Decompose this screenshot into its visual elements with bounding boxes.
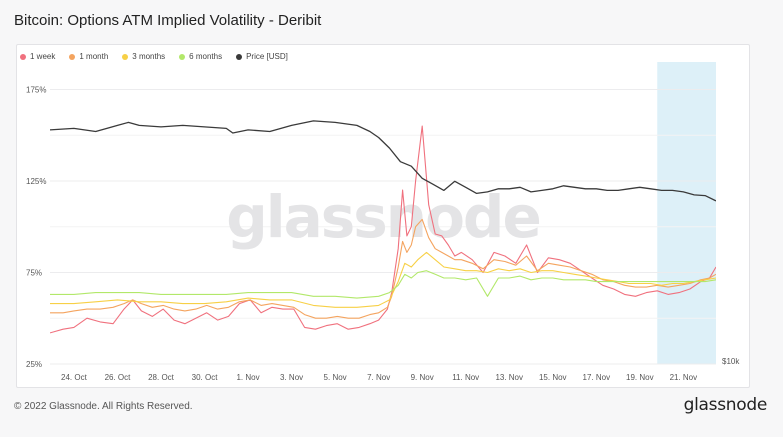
legend-dot-icon xyxy=(20,53,26,60)
x-tick-label: 3. Nov xyxy=(280,373,303,382)
x-tick-label: 15. Nov xyxy=(539,373,567,382)
legend-dot-icon xyxy=(69,53,76,60)
series-line-0 xyxy=(50,125,716,334)
legend-dot-icon xyxy=(236,53,243,60)
x-tick-label: 7. Nov xyxy=(367,373,390,382)
legend-label: Price [USD] xyxy=(246,52,288,61)
x-tick-label: 19. Nov xyxy=(626,373,654,382)
right-axis-label: $10k xyxy=(722,357,740,366)
highlight-region xyxy=(657,62,716,364)
y-tick-label: 125% xyxy=(26,177,46,186)
x-tick-label: 13. Nov xyxy=(495,373,523,382)
x-tick-label: 9. Nov xyxy=(411,373,434,382)
x-tick-label: 28. Oct xyxy=(148,373,175,382)
legend-dot-icon xyxy=(122,53,129,60)
legend-label: 3 months xyxy=(132,52,166,61)
legend-item-2[interactable]: 3 months xyxy=(122,52,165,61)
y-tick-label: 75% xyxy=(26,268,42,277)
legend-label: 1 week xyxy=(30,52,56,61)
x-tick-label: 1. Nov xyxy=(236,373,259,382)
x-tick-label: 11. Nov xyxy=(452,373,479,382)
glassnode-logo[interactable]: glassnode xyxy=(683,395,768,415)
chart-card xyxy=(16,44,750,388)
series-line-3 xyxy=(50,270,716,299)
x-tick-label: 24. Oct xyxy=(61,373,88,382)
y-tick-label: 175% xyxy=(26,85,46,94)
legend-item-4[interactable]: Price [USD] xyxy=(236,52,288,61)
footer-copyright: © 2022 Glassnode. All Rights Reserved. xyxy=(14,401,193,412)
chart-legend: 1 week 1 month 3 months 6 months Price [USD] xyxy=(20,52,288,61)
legend-item-1[interactable]: 1 month xyxy=(69,52,108,61)
series-line-2 xyxy=(50,251,716,308)
legend-dot-icon xyxy=(179,53,186,60)
legend-item-0[interactable]: 1 week xyxy=(20,52,55,61)
x-tick-label: 5. Nov xyxy=(324,373,347,382)
x-tick-label: 26. Oct xyxy=(105,373,132,382)
chart-title: Bitcoin: Options ATM Implied Volatility … xyxy=(14,12,322,29)
watermark: glassnode xyxy=(226,183,540,251)
series-line-4 xyxy=(50,120,716,202)
x-tick-label: 21. Nov xyxy=(670,373,698,382)
x-tick-label: 30. Oct xyxy=(192,373,219,382)
legend-label: 1 month xyxy=(79,52,109,61)
legend-label: 6 months xyxy=(189,52,223,61)
y-tick-label: 25% xyxy=(26,360,42,369)
x-tick-label: 17. Nov xyxy=(583,373,611,382)
legend-item-3[interactable]: 6 months xyxy=(179,52,222,61)
